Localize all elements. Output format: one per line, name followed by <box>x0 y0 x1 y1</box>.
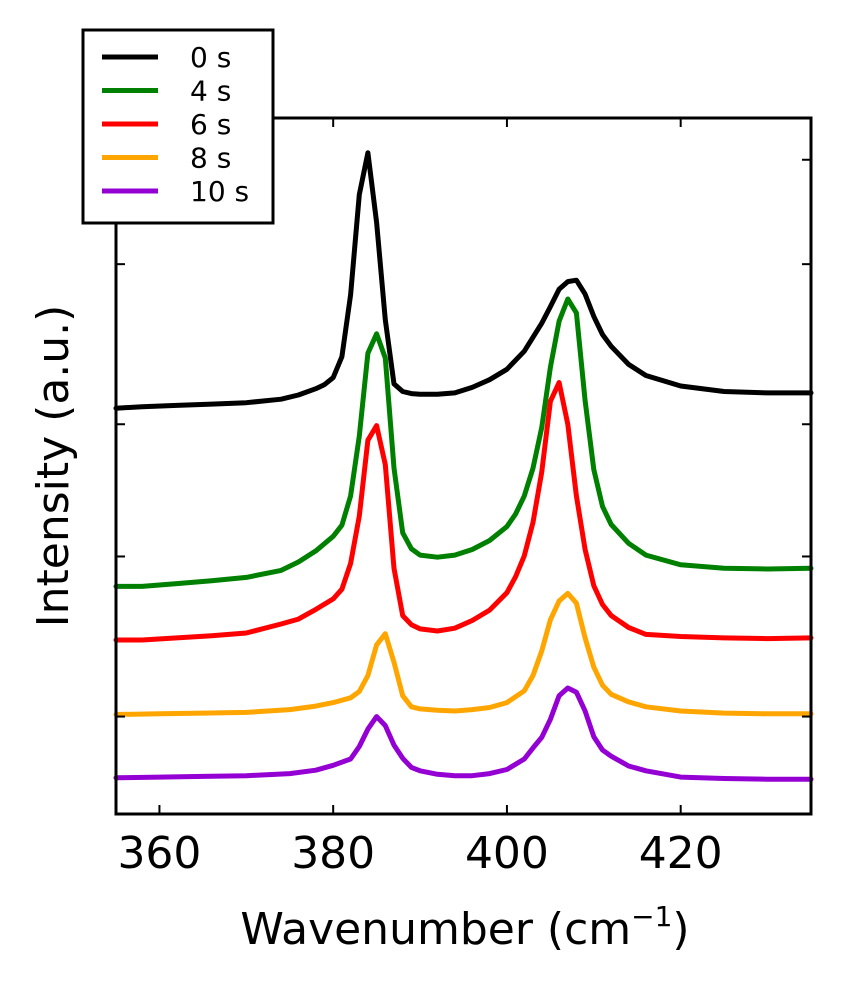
plot-frame <box>114 116 813 816</box>
legend-label-4: 10 s <box>190 175 249 208</box>
x-tick-label-3: 420 <box>639 828 723 879</box>
legend-label-2: 6 s <box>190 108 231 141</box>
plot-background <box>116 118 811 814</box>
series-line-0 <box>113 150 814 411</box>
legend: 0 s4 s6 s8 s10 s <box>81 28 275 225</box>
legend-label-0: 0 s <box>190 41 231 74</box>
series-line-4 <box>113 685 814 782</box>
x-axis-title-text: Wavenumber (cm <box>240 904 631 955</box>
legend-label-1: 4 s <box>190 75 231 108</box>
x-axis-title: Wavenumber (cm−1) <box>240 900 689 955</box>
legend-items: 0 s4 s6 s8 s10 s <box>102 41 249 208</box>
x-axis-title-close: ) <box>672 904 689 955</box>
x-tick-labels: 360 380 400 420 <box>117 828 722 879</box>
series-line-1 <box>113 296 814 589</box>
x-tick-label-2: 400 <box>465 828 549 879</box>
legend-label-3: 8 s <box>190 142 231 175</box>
x-tick-label-0: 360 <box>117 828 201 879</box>
series-line-2 <box>113 380 814 643</box>
series-layer <box>113 150 814 782</box>
x-axis-title-superscript: −1 <box>631 900 672 933</box>
y-axis-title: Intensity (a.u.) <box>28 305 79 628</box>
x-tick-label-1: 380 <box>291 828 375 879</box>
series-line-3 <box>113 590 814 717</box>
